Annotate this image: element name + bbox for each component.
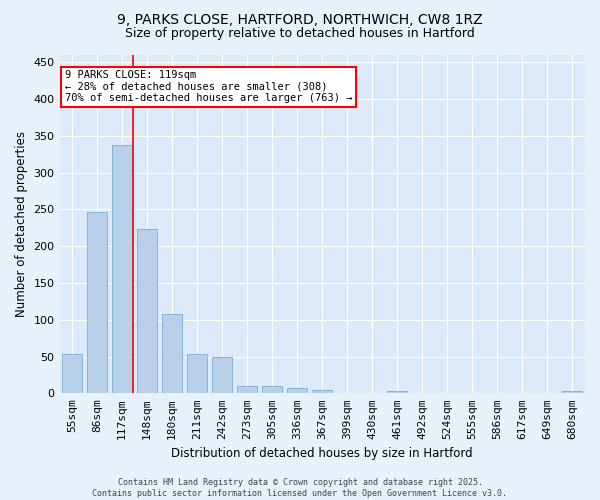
Bar — [312, 390, 332, 394]
Bar — [112, 146, 132, 394]
Bar — [162, 314, 182, 394]
Bar — [187, 354, 207, 394]
Bar — [388, 391, 407, 394]
Bar — [262, 386, 282, 394]
Bar — [287, 388, 307, 394]
Bar — [562, 391, 583, 394]
Bar — [62, 354, 82, 394]
Bar — [237, 386, 257, 394]
Text: 9, PARKS CLOSE, HARTFORD, NORTHWICH, CW8 1RZ: 9, PARKS CLOSE, HARTFORD, NORTHWICH, CW8… — [117, 12, 483, 26]
Text: 9 PARKS CLOSE: 119sqm
← 28% of detached houses are smaller (308)
70% of semi-det: 9 PARKS CLOSE: 119sqm ← 28% of detached … — [65, 70, 352, 103]
Text: Size of property relative to detached houses in Hartford: Size of property relative to detached ho… — [125, 28, 475, 40]
X-axis label: Distribution of detached houses by size in Hartford: Distribution of detached houses by size … — [172, 447, 473, 460]
Text: Contains HM Land Registry data © Crown copyright and database right 2025.
Contai: Contains HM Land Registry data © Crown c… — [92, 478, 508, 498]
Bar — [137, 230, 157, 394]
Bar — [87, 212, 107, 394]
Bar — [212, 358, 232, 394]
Y-axis label: Number of detached properties: Number of detached properties — [15, 131, 28, 317]
